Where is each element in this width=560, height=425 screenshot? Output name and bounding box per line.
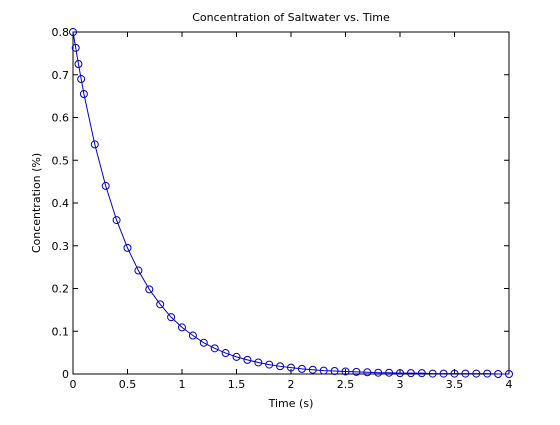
data-point [483, 369, 492, 378]
series-layer [69, 28, 513, 378]
data-point [450, 369, 459, 378]
data-point [330, 367, 339, 376]
x-tick-label: 2.5 [337, 378, 355, 391]
data-point [167, 313, 176, 322]
x-tick-label: 1 [179, 378, 186, 391]
data-point [276, 362, 285, 371]
data-point [461, 369, 470, 378]
data-point [123, 243, 132, 252]
data-point [134, 266, 143, 275]
data-point [156, 300, 165, 309]
y-tick-label: 0.3 [52, 240, 70, 253]
data-point [352, 367, 361, 376]
data-point [265, 360, 274, 369]
x-tick-label: 0.5 [119, 378, 137, 391]
y-axis-label: Concentration (%) [30, 153, 43, 253]
chart-title: Concentration of Saltwater vs. Time [192, 11, 390, 24]
data-point [210, 344, 219, 353]
x-tick-label: 2 [288, 378, 295, 391]
data-point [254, 358, 263, 367]
data-point [472, 369, 481, 378]
data-point [90, 140, 99, 149]
x-tick-label: 0 [70, 378, 77, 391]
y-tick-label: 0.1 [52, 325, 70, 338]
y-axis-ticks: 0 0.1 0.2 0.3 0.4 0.5 0.6 0.7 0.8 [52, 26, 509, 381]
data-point [101, 181, 110, 190]
data-point [178, 323, 186, 332]
data-point [505, 370, 513, 378]
data-point [417, 369, 426, 378]
data-point [287, 363, 295, 372]
y-tick-label: 0.8 [52, 26, 70, 39]
data-point [439, 369, 448, 378]
x-tick-label: 4 [506, 378, 513, 391]
y-tick-label: 0.6 [52, 112, 70, 125]
data-point [297, 364, 306, 373]
data-point [145, 285, 154, 294]
y-tick-label: 0 [62, 368, 69, 381]
data-point [232, 352, 241, 361]
data-point [406, 369, 415, 378]
data-point [112, 216, 121, 225]
y-tick-label: 0.2 [52, 283, 70, 296]
x-tick-label: 3 [397, 378, 404, 391]
series-line [72, 31, 509, 375]
data-point [319, 366, 328, 375]
plot-area [72, 31, 510, 375]
data-point [428, 369, 437, 378]
data-point [341, 367, 350, 376]
data-point [385, 368, 394, 377]
x-tick-label: 3.5 [446, 378, 464, 391]
x-axis-label: Time (s) [268, 397, 314, 410]
data-point [494, 370, 503, 378]
y-tick-label: 0.5 [52, 154, 70, 167]
data-point [71, 43, 80, 52]
data-point [221, 349, 230, 358]
data-point [199, 338, 208, 347]
data-point [363, 368, 372, 377]
data-point [77, 75, 86, 84]
y-tick-label: 0.4 [52, 197, 70, 210]
x-tick-label: 1.5 [228, 378, 246, 391]
data-point [396, 369, 404, 378]
data-point [69, 28, 77, 36]
data-point [188, 331, 197, 340]
data-point [308, 365, 317, 374]
data-point [74, 60, 83, 69]
data-point [79, 89, 88, 98]
data-point [243, 355, 252, 364]
y-tick-label: 0.7 [52, 69, 70, 82]
data-point [374, 368, 383, 377]
